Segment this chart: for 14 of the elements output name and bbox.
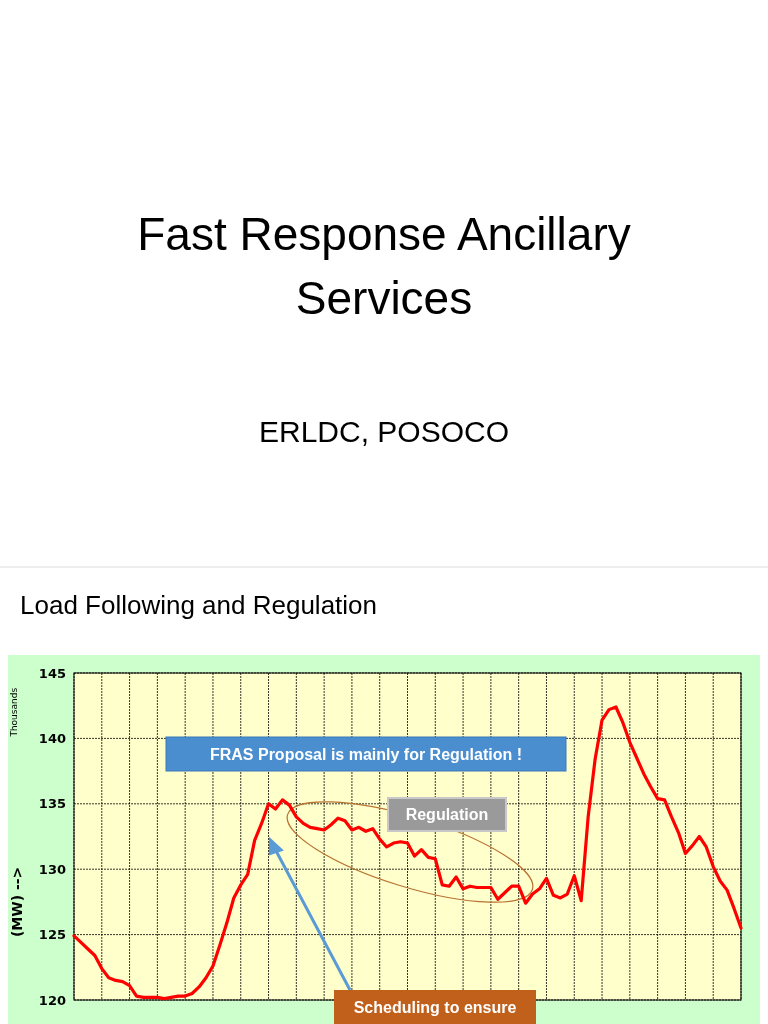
annotation: FRAS Proposal is mainly for Regulation !: [209, 746, 523, 763]
y-tick-label: 140: [38, 730, 66, 746]
chart-title: Fast Response Ancillary Services: [137, 208, 631, 324]
y-tick-label: 135: [38, 796, 66, 812]
y-tick-label: 125: [38, 927, 66, 943]
chart-subtitle: ERLDC, POSOCO: [258, 415, 510, 448]
y-tick-label: 145: [38, 665, 66, 681]
annotation: Regulation: [405, 806, 489, 823]
y-tick-label: 130: [38, 861, 66, 877]
annotation: Scheduling to ensure: [353, 999, 517, 1016]
text: Load Following and Regulation: [20, 590, 378, 620]
y-tick-label: 120: [38, 992, 66, 1008]
y-axis-title: (MW) -->: [9, 866, 25, 938]
text: Thousands: [9, 687, 19, 738]
